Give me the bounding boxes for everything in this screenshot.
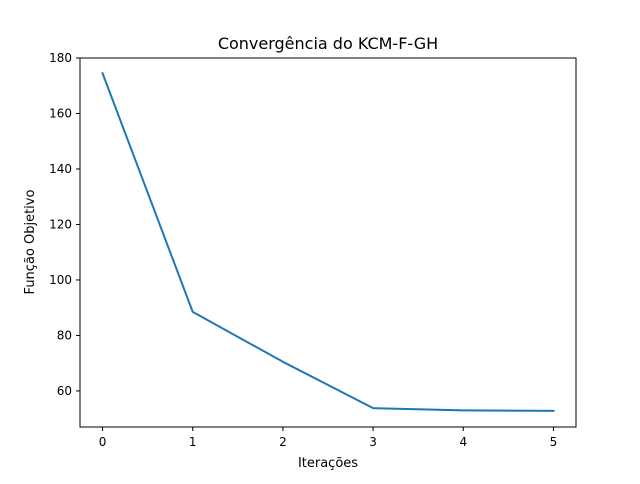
x-tick-label: 5 — [550, 435, 558, 449]
y-axis-ticks: 60 80 100 120 140 160 180 — [49, 51, 80, 398]
y-tick-label: 160 — [49, 106, 72, 120]
y-tick-label: 100 — [49, 273, 72, 287]
x-tick-label: 1 — [189, 435, 197, 449]
series-line — [101, 71, 555, 412]
x-axis-label: Iterações — [298, 456, 358, 471]
y-tick-label: 180 — [49, 51, 72, 65]
x-tick-label: 4 — [459, 435, 467, 449]
y-tick-label: 140 — [49, 162, 72, 176]
data-point — [552, 409, 555, 412]
x-tick-label: 3 — [369, 435, 377, 449]
series-layer — [101, 71, 555, 412]
y-tick-label: 60 — [57, 384, 72, 398]
data-point — [191, 310, 194, 313]
x-tick-label: 0 — [99, 435, 107, 449]
x-axis-ticks: 0 1 2 3 4 5 — [99, 427, 558, 449]
data-point — [372, 407, 375, 410]
plot-area-frame — [79, 57, 577, 428]
y-tick-label: 80 — [57, 328, 72, 342]
data-point — [101, 72, 104, 75]
y-tick-label: 120 — [49, 217, 72, 231]
x-tick-label: 2 — [279, 435, 287, 449]
data-point — [281, 360, 284, 363]
y-axis-label: Função Objetivo — [23, 190, 38, 295]
chart-title: Convergência do KCM-F-GH — [218, 34, 438, 53]
data-point — [462, 409, 465, 412]
